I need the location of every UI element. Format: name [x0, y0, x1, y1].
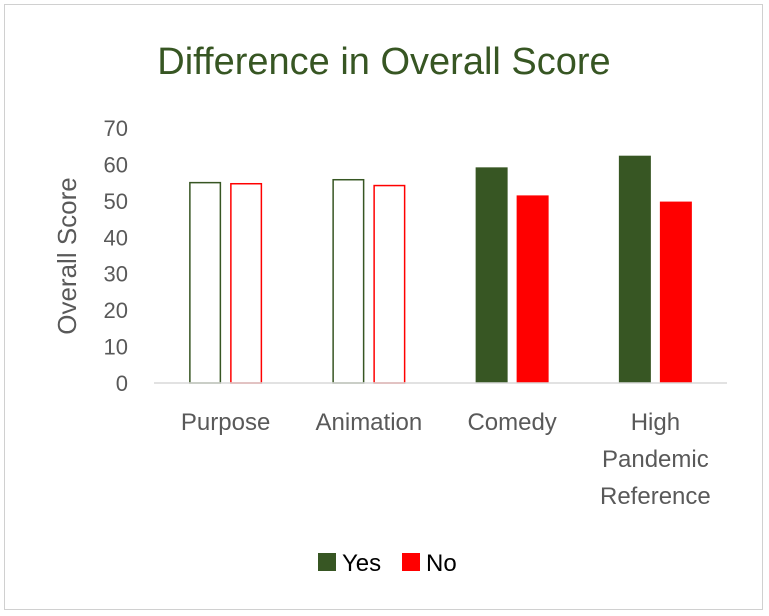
y-tick-label: 70 [104, 116, 128, 141]
bar-no-purpose [230, 182, 263, 384]
y-axis-label: Overall Score [52, 177, 82, 335]
legend-label-yes: Yes [342, 550, 381, 577]
y-tick-label: 0 [116, 371, 128, 396]
category-label: Comedy [467, 409, 556, 436]
y-axis-ticks: 0 10 20 30 40 50 60 70 [104, 116, 128, 396]
legend-swatch-yes [318, 553, 336, 571]
category-labels: Purpose Animation Comedy High Pandemic Refere… [181, 409, 711, 510]
y-tick-label: 30 [104, 262, 128, 287]
bar-no-comedy [516, 195, 549, 383]
y-tick-label: 40 [104, 225, 128, 250]
y-tick-label: 50 [104, 189, 128, 214]
bars [189, 155, 692, 384]
y-tick-label: 20 [104, 298, 128, 323]
chart-title: Difference in Overall Score [157, 41, 610, 83]
y-tick-label: 10 [104, 335, 128, 360]
category-label: High Pandemic Reference [600, 409, 711, 510]
legend-label-no: No [426, 550, 457, 577]
bar-yes-animation [332, 178, 365, 384]
bar-no-high-pandemic-reference [659, 201, 692, 383]
y-tick-label: 60 [104, 152, 128, 177]
bar-yes-high-pandemic-reference [618, 155, 651, 383]
category-label: Animation [316, 409, 423, 436]
bar-no-animation [373, 184, 406, 384]
legend: Yes No [318, 550, 457, 577]
legend-swatch-no [402, 553, 420, 571]
bar-yes-comedy [475, 167, 508, 383]
category-label: Purpose [181, 409, 270, 436]
bar-yes-purpose [189, 181, 222, 384]
